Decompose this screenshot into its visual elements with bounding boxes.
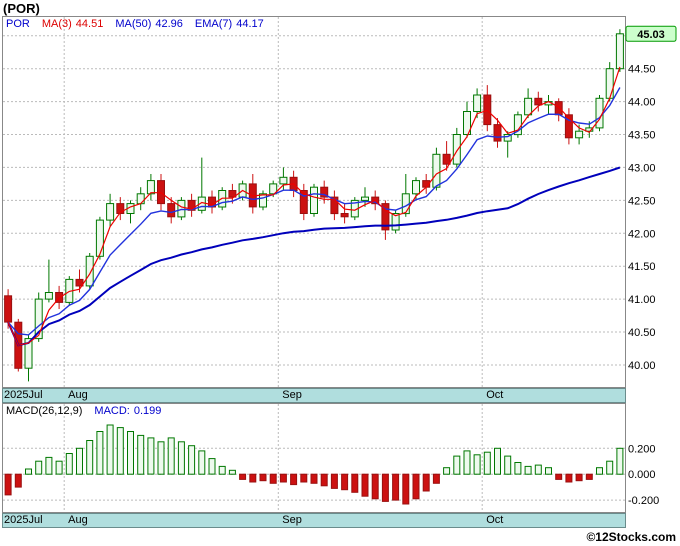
price-tick-label: 42.00: [628, 228, 656, 240]
month-label: Aug: [68, 514, 88, 526]
macd-grid: [3, 404, 625, 512]
legend-ma3-value: 44.51: [75, 18, 104, 30]
macd-tick-label: -0.200: [628, 495, 659, 507]
macd-tick-label: 0.000: [628, 469, 656, 481]
legend-ema7-label: EMA(7): [194, 18, 233, 30]
macd-axis-labels: 0.200 0.000 -0.200: [628, 443, 659, 507]
macd-value-pair: MACD: 0.199: [94, 405, 161, 417]
ma50-line: [7, 166, 621, 347]
last-price-box: [625, 25, 677, 42]
macd-histogram: [4, 424, 624, 505]
legend-ma50: MA(50) 42.96: [115, 18, 183, 30]
price-tick-label: 44.50: [628, 64, 656, 76]
date-axis-top: 2025Jul Aug Sep Oct: [2, 388, 626, 403]
month-label: Oct: [486, 389, 504, 401]
legend-ma50-value: 42.96: [155, 18, 183, 30]
price-tick-label: 42.50: [628, 195, 656, 207]
month-label: Oct: [486, 514, 504, 526]
month-label: 2025Jul: [4, 514, 43, 526]
legend-ma3-label: MA(3): [41, 18, 72, 30]
macd-value: 0.199: [133, 405, 162, 417]
month-label: Aug: [68, 389, 88, 401]
candles-layer: [4, 29, 624, 382]
price-tick-label: 41.50: [628, 261, 656, 273]
price-tick-label: 41.00: [628, 294, 656, 306]
copyright-text: ©12Stocks.com: [586, 530, 676, 544]
legend-ema7: EMA(7) 44.17: [195, 18, 264, 30]
symbol-title: (POR): [3, 1, 40, 16]
macd-chart: 0.200 0.000 -0.200: [2, 403, 659, 513]
last-price-value: 45.03: [637, 29, 665, 41]
ema7-line: [7, 87, 621, 336]
legend-ma50-label: MA(50): [115, 18, 152, 30]
month-label: Sep: [282, 389, 302, 401]
price-grid: [3, 17, 625, 387]
macd-value-label: MACD:: [94, 405, 130, 417]
macd-legend: MACD(26,12,9) MACD: 0.199: [6, 405, 161, 417]
price-tick-label: 40.00: [628, 360, 656, 372]
price-chart: 45.0044.5044.0043.5043.0042.5042.0041.50…: [2, 16, 677, 388]
price-axis-labels: 45.0044.5044.0043.5043.0042.5042.0041.50…: [628, 31, 656, 372]
price-tick-label: 43.50: [628, 130, 656, 142]
month-label: 2025Jul: [4, 389, 43, 401]
macd-tick-label: 0.200: [628, 443, 656, 455]
price-tick-label: 43.00: [628, 162, 656, 174]
legend-ema7-value: 44.17: [236, 18, 264, 30]
macd-label: MACD(26,12,9): [6, 405, 83, 417]
macd-plot-border: [2, 403, 626, 513]
month-label: Sep: [282, 514, 302, 526]
ma3-line: [7, 66, 621, 346]
price-legend: POR MA(3) 44.51 MA(50) 42.96 EMA(7) 44.1…: [6, 18, 264, 30]
price-tick-label: 40.50: [628, 327, 656, 339]
legend-symbol: POR: [6, 18, 30, 30]
price-tick-label: 44.00: [628, 97, 656, 109]
overlay-lines: [7, 66, 621, 347]
date-axis-bottom: 2025Jul Aug Sep Oct: [2, 513, 626, 528]
legend-ma3: MA(3) 44.51: [42, 18, 103, 30]
price-plot-border: [2, 16, 626, 388]
